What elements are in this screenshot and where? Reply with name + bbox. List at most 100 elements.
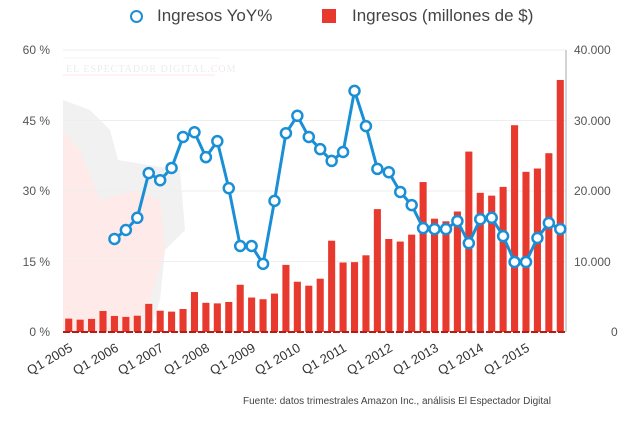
yoy-point bbox=[325, 154, 338, 168]
yoy-point bbox=[176, 130, 190, 144]
revenue-bar bbox=[476, 192, 484, 332]
legend-label-revenue: Ingresos (millones de $) bbox=[352, 6, 534, 25]
revenue-bar bbox=[442, 221, 450, 332]
yoy-point bbox=[474, 212, 487, 226]
yoy-point bbox=[188, 126, 201, 139]
revenue-bar bbox=[522, 171, 530, 332]
yoy-point bbox=[439, 222, 453, 236]
yoy-point bbox=[542, 216, 556, 230]
revenue-bar bbox=[408, 234, 416, 332]
revenue-bar bbox=[65, 318, 73, 332]
revenue-bar bbox=[156, 310, 164, 332]
yoy-point bbox=[462, 236, 476, 250]
yoy-point bbox=[268, 194, 281, 208]
yoy-point bbox=[313, 142, 327, 156]
yoy-point bbox=[302, 130, 316, 144]
revenue-bar bbox=[430, 218, 439, 332]
right-axis-tick: 40.000 bbox=[574, 43, 611, 57]
revenue-bar bbox=[488, 195, 496, 332]
revenue-bar bbox=[110, 315, 118, 332]
yoy-point bbox=[165, 161, 178, 175]
revenue-bar bbox=[305, 285, 313, 332]
yoy-point bbox=[142, 166, 155, 180]
revenue-bar bbox=[99, 310, 107, 332]
yoy-point bbox=[222, 181, 236, 195]
yoy-point bbox=[416, 221, 430, 235]
revenue-bar bbox=[419, 182, 427, 332]
revenue-bar bbox=[259, 299, 267, 332]
revenue-bar bbox=[556, 79, 564, 333]
revenue-bar bbox=[225, 301, 233, 332]
yoy-point bbox=[256, 257, 270, 271]
revenue-bar bbox=[76, 319, 84, 332]
yoy-point bbox=[153, 173, 167, 187]
yoy-point bbox=[508, 255, 521, 269]
revenue-bar bbox=[339, 262, 347, 332]
left-axis-tick: 60 % bbox=[22, 43, 50, 57]
yoy-point bbox=[359, 119, 373, 133]
right-axis-tick: 10.000 bbox=[574, 255, 611, 269]
revenue-bar bbox=[145, 303, 153, 332]
revenue-bar bbox=[122, 316, 130, 332]
revenue-bar bbox=[88, 318, 96, 332]
yoy-point bbox=[336, 145, 350, 159]
revenue-bar bbox=[328, 240, 336, 332]
revenue-bar bbox=[179, 309, 187, 332]
revenue-bar bbox=[373, 209, 381, 332]
revenue-bar bbox=[190, 292, 199, 332]
yoy-point bbox=[496, 229, 510, 243]
right-axis-tick: 20.000 bbox=[574, 184, 611, 198]
yoy-point bbox=[554, 222, 567, 236]
yoy-point bbox=[291, 109, 304, 123]
revenue-bar bbox=[499, 186, 507, 332]
yoy-point bbox=[405, 198, 418, 212]
watermark: EL ESPECTADOR DIGITAL.COM bbox=[63, 57, 237, 332]
yoy-point bbox=[211, 134, 224, 148]
left-axis-tick: 0 % bbox=[29, 325, 50, 339]
revenue-bar bbox=[316, 278, 324, 332]
yoy-point bbox=[428, 222, 441, 236]
yoy-point bbox=[245, 239, 258, 253]
revenue-bar bbox=[293, 281, 301, 332]
source-note: Fuente: datos trimestrales Amazon Inc., … bbox=[243, 396, 551, 407]
revenue-bar bbox=[533, 168, 541, 332]
square-marker-icon bbox=[322, 9, 336, 23]
yoy-point bbox=[485, 211, 498, 225]
yoy-point bbox=[233, 239, 247, 253]
revenue-bar bbox=[270, 293, 279, 332]
legend: Ingresos YoY% Ingresos (millones de $) bbox=[0, 6, 640, 32]
revenue-bar bbox=[350, 262, 359, 332]
legend-item-revenue: Ingresos (millones de $) bbox=[322, 6, 533, 26]
revenue-bar bbox=[545, 153, 553, 332]
yoy-point bbox=[393, 185, 407, 199]
right-axis-tick: 30.000 bbox=[574, 114, 611, 128]
right-axis-tick: 0 bbox=[611, 325, 618, 339]
yoy-point bbox=[279, 126, 293, 140]
yoy-point bbox=[108, 232, 121, 246]
left-axis-tick: 30 % bbox=[22, 184, 50, 198]
yoy-point bbox=[131, 211, 144, 225]
yoy-point bbox=[519, 255, 533, 269]
legend-label-yoy: Ingresos YoY% bbox=[157, 6, 273, 25]
revenue-bar bbox=[362, 255, 370, 332]
circle-marker-icon bbox=[130, 9, 143, 23]
revenue-bar bbox=[236, 284, 244, 332]
revenue-bar bbox=[396, 241, 404, 332]
left-axis-tick: 45 % bbox=[22, 114, 50, 128]
yoy-point bbox=[119, 223, 133, 237]
revenue-bar bbox=[133, 315, 141, 332]
left-axis-tick: 15 % bbox=[22, 255, 50, 269]
revenue-bar bbox=[282, 264, 290, 332]
yoy-point bbox=[371, 162, 384, 176]
revenue-bar bbox=[385, 239, 393, 332]
svg-text:EL ESPECTADOR DIGITAL.COM: EL ESPECTADOR DIGITAL.COM bbox=[66, 64, 237, 75]
revenue-bar bbox=[202, 302, 210, 332]
revenue-bar bbox=[248, 297, 256, 332]
revenue-bar bbox=[453, 211, 461, 332]
revenue-bar bbox=[168, 311, 176, 332]
revenue-bar bbox=[213, 303, 221, 332]
revenue-bar bbox=[511, 125, 519, 332]
yoy-point bbox=[199, 150, 213, 164]
yoy-point bbox=[531, 231, 544, 245]
